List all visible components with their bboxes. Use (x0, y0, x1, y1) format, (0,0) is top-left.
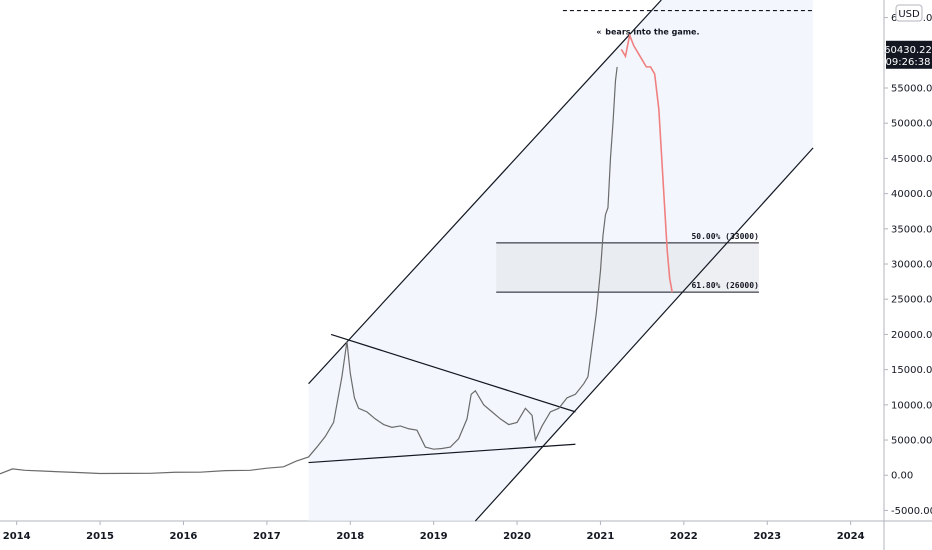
annotation-bears-text: bears into the game. (605, 28, 699, 37)
x-tick-label: 2020 (503, 531, 531, 542)
y-tick-label: 30000.00 (891, 260, 932, 271)
y-tick-label: -5000.00 (891, 506, 932, 517)
fib-label-618: 61.80% (26000) (691, 281, 758, 290)
wedge-bottom-line (308, 443, 576, 464)
channel-lower-line (474, 147, 814, 522)
x-tick-label: 2018 (336, 531, 364, 542)
annotation-bears: « bears into the game. (596, 28, 699, 37)
y-tick-label: 20000.00 (891, 330, 932, 341)
x-tick-label: 2016 (170, 531, 198, 542)
last-price-value: 60430.22 (884, 45, 932, 56)
last-price-tag: 60430.22 09:26:38 (884, 40, 932, 69)
y-tick-label: 35000.00 (891, 224, 932, 235)
x-tick-label: 2023 (753, 531, 781, 542)
x-tick-label: 2022 (670, 531, 698, 542)
projection-series-line (620, 32, 673, 293)
y-tick-label: 50000.00 (891, 119, 932, 130)
x-tick-label: 2014 (3, 531, 31, 542)
x-tick-label: 2015 (86, 531, 114, 542)
y-tick-label: 0.00 (891, 471, 913, 482)
trend-lines (308, 0, 814, 522)
y-tick-label: 45000.00 (891, 154, 932, 165)
price-series-line (0, 66, 618, 475)
x-tick-label: 2021 (587, 531, 615, 542)
x-tick-label: 2019 (420, 531, 448, 542)
annotation-bears-symbol: « (596, 28, 601, 37)
channel-upper-line (308, 0, 662, 385)
last-price-countdown: 09:26:38 (886, 57, 931, 68)
fib-retracement-zone (496, 242, 759, 293)
y-tick-label: 10000.00 (891, 400, 932, 411)
fib-label-50: 50.00% (33000) (691, 232, 758, 241)
x-tick-label: 2017 (253, 531, 281, 542)
y-tick-label: 15000.00 (891, 365, 932, 376)
y-tick-label: 5000.00 (891, 436, 932, 447)
x-tick-label: 2024 (837, 531, 865, 542)
y-axis-ticks: 65000.0060000.0055000.0050000.0045000.00… (884, 13, 932, 517)
currency-label: USD (898, 9, 920, 20)
y-tick-label: 40000.00 (891, 189, 932, 200)
currency-badge[interactable]: USD (895, 4, 923, 22)
x-axis-ticks: 2014 2015 2016 2017 2018 2019 2020 2021 2022 2023… (3, 521, 865, 542)
y-tick-label: 25000.00 (891, 295, 932, 306)
wedge-top-line (330, 333, 576, 413)
y-tick-label: 55000.00 (891, 84, 932, 95)
